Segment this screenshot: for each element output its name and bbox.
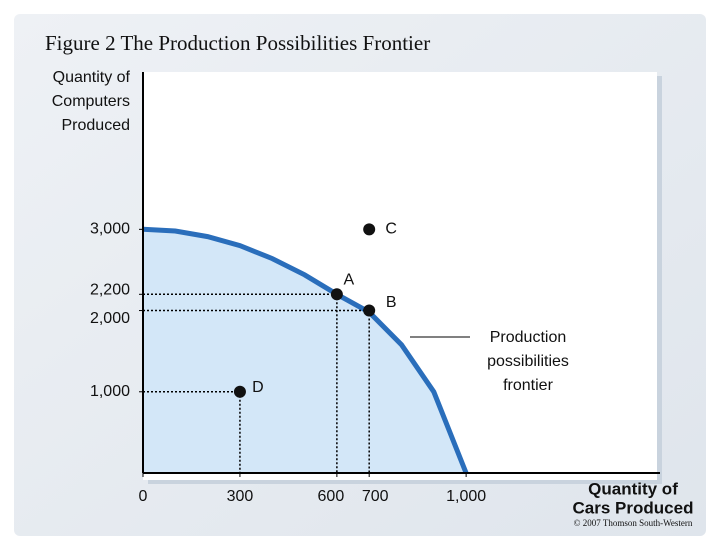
- point: [330, 288, 343, 301]
- frontier-line: [142, 226, 469, 474]
- annotation: frontier: [503, 377, 553, 394]
- x-tick-label: 600: [318, 488, 345, 505]
- y-tick-label: 2,000: [90, 310, 130, 327]
- x-axis-label: Quantity of: [588, 479, 678, 498]
- y-tick-label: 2,200: [90, 282, 130, 299]
- y-tick-label: 3,000: [90, 221, 130, 238]
- x-axis-label: Cars Produced: [573, 498, 694, 517]
- x-tick-label: 0: [139, 488, 148, 505]
- point: [363, 304, 376, 317]
- annotation: Production: [490, 329, 567, 346]
- point: [363, 223, 376, 236]
- x-tick-label: 700: [362, 488, 389, 505]
- y-tick-label: 1,000: [90, 383, 130, 400]
- point: [233, 385, 246, 398]
- x-tick-label: 300: [227, 488, 254, 505]
- y-axis-label: Quantity of: [53, 69, 131, 86]
- chart-title: Figure 2 The Production Possibilities Fr…: [45, 31, 430, 55]
- point-label: D: [252, 379, 264, 396]
- credit: © 2007 Thomson South-Western: [574, 518, 693, 528]
- x-tick-label: 1,000: [446, 488, 486, 505]
- area: [143, 229, 467, 473]
- point-label: B: [386, 294, 397, 311]
- point-label: A: [344, 272, 355, 289]
- annotation: possibilities: [487, 353, 569, 370]
- point-label: C: [385, 221, 397, 238]
- y-axis-label: Produced: [62, 117, 131, 134]
- y-axis-label: Computers: [52, 93, 130, 110]
